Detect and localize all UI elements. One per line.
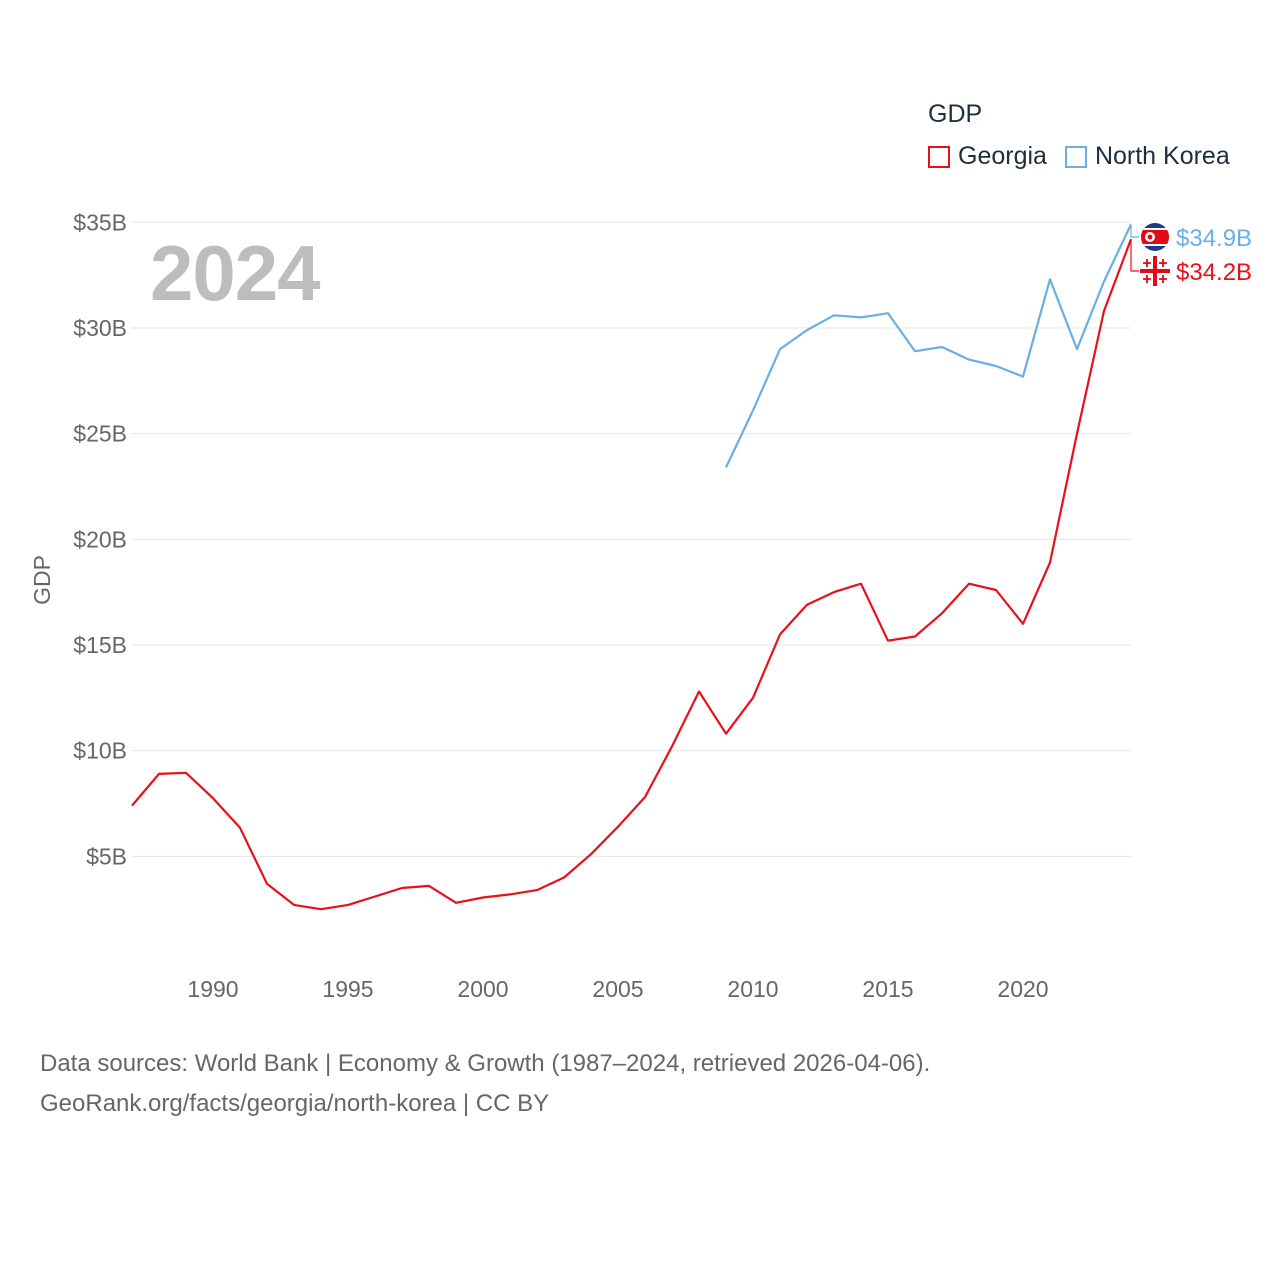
legend-swatch-north-korea <box>1064 145 1087 168</box>
x-tick-label: 2010 <box>727 976 778 1002</box>
x-tick-label: 2020 <box>997 976 1048 1002</box>
legend-swatch-georgia <box>928 145 950 168</box>
y-tick-label: $30B <box>73 315 127 341</box>
legend-item-north-korea[interactable]: North Korea <box>1064 142 1230 171</box>
north-korea-flag-icon <box>1141 223 1169 251</box>
y-tick-label: $20B <box>73 526 127 552</box>
y-axis-title: GDP <box>29 555 55 605</box>
legend-label-north-korea: North Korea <box>1094 142 1230 170</box>
y-tick-label: $15B <box>73 632 127 658</box>
source-url-text[interactable]: GeoRank.org/facts/georgia/north-korea | … <box>40 1090 550 1117</box>
series-line-north-korea <box>725 223 1132 468</box>
georgia-flag-icon <box>1140 256 1170 286</box>
year-watermark: 2024 <box>150 229 321 317</box>
end-value-label: $34.2B <box>1176 259 1252 286</box>
y-tick-label: $25B <box>73 421 127 447</box>
x-tick-label: 1990 <box>187 976 238 1002</box>
footer: Data sources: World Bank | Economy & Gro… <box>40 1044 930 1124</box>
end-label-connector <box>1130 224 1139 238</box>
legend: Georgia North Korea <box>928 142 1248 171</box>
end-label-connector <box>1130 239 1139 272</box>
x-tick-label: 1995 <box>322 976 373 1002</box>
legend-item-georgia[interactable]: Georgia <box>928 142 1047 171</box>
x-tick-label: 2015 <box>862 976 913 1002</box>
legend-title: GDP <box>928 100 983 128</box>
end-value-label: $34.9B <box>1176 225 1252 252</box>
series-line-georgia <box>131 238 1133 911</box>
data-source-text: Data sources: World Bank | Economy & Gro… <box>40 1050 931 1077</box>
y-tick-label: $10B <box>73 738 127 764</box>
y-tick-label: $5B <box>86 843 127 869</box>
x-tick-label: 2005 <box>592 976 643 1002</box>
y-tick-label: $35B <box>73 209 127 235</box>
x-tick-label: 2000 <box>457 976 508 1002</box>
legend-label-georgia: Georgia <box>958 142 1047 170</box>
